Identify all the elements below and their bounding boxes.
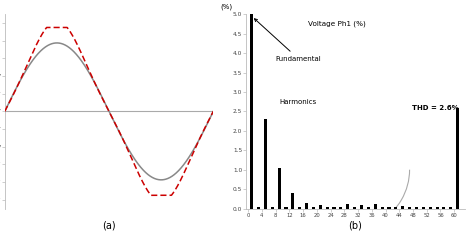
Text: (b): (b) — [348, 220, 363, 230]
Bar — [374, 204, 377, 209]
Bar — [442, 207, 446, 209]
Bar — [394, 207, 397, 209]
Bar — [381, 207, 383, 209]
Bar — [298, 207, 301, 209]
Text: Harmonics: Harmonics — [279, 99, 316, 105]
Bar — [415, 207, 418, 209]
Bar — [367, 207, 370, 209]
Text: Voltage Ph1 (%): Voltage Ph1 (%) — [308, 20, 365, 27]
Bar — [250, 12, 253, 209]
Bar — [346, 204, 349, 209]
Bar — [456, 108, 459, 209]
Bar — [339, 207, 342, 209]
Text: (a): (a) — [102, 220, 116, 230]
Bar — [257, 207, 260, 209]
Bar — [449, 207, 452, 209]
Bar — [360, 205, 363, 209]
Text: (%): (%) — [220, 4, 232, 10]
Bar — [436, 207, 438, 209]
Bar — [305, 203, 308, 209]
Bar — [319, 205, 322, 209]
Bar — [326, 207, 328, 209]
Bar — [264, 119, 267, 209]
Bar — [271, 207, 274, 209]
Bar — [422, 207, 425, 209]
Bar — [428, 207, 432, 209]
Bar — [292, 193, 294, 209]
Bar — [332, 207, 336, 209]
Bar — [278, 168, 281, 209]
Bar — [284, 207, 288, 209]
Bar — [387, 207, 391, 209]
Text: Fundamental: Fundamental — [255, 19, 321, 62]
Text: THD = 2.6%: THD = 2.6% — [412, 105, 459, 110]
Bar — [312, 207, 315, 209]
Bar — [408, 207, 411, 209]
Bar — [353, 207, 356, 209]
Bar — [401, 206, 404, 209]
